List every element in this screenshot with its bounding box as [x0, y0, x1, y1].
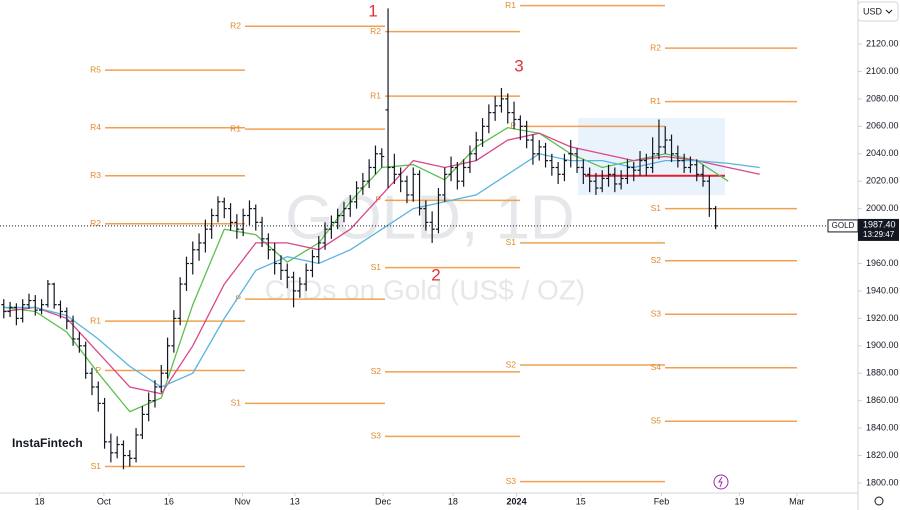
pivot-label: R2	[650, 42, 661, 52]
y-tick-label: 2120.00	[866, 38, 899, 48]
annotation: 2	[431, 265, 440, 284]
annotation: 3	[514, 56, 523, 75]
event-bolt	[718, 476, 723, 488]
pivot-label: R4	[90, 122, 101, 132]
pivot-label: P	[375, 195, 381, 205]
x-tick-label: Nov	[235, 496, 252, 506]
pivot-label: S1	[91, 461, 102, 471]
x-tick-label: Feb	[654, 496, 670, 506]
pivot-label: P	[510, 121, 516, 131]
pivot-label: S3	[371, 431, 382, 441]
currency-button[interactable]	[857, 1, 899, 22]
y-tick-label: 1860.00	[866, 395, 899, 405]
y-tick-label: 2020.00	[866, 176, 899, 186]
plot: R5 R4 R3 R2 R1 P S1 R2 R1 P S1 R2 R1 P S1 S2 S3 R1 P S1 S2 S3…	[0, 0, 858, 486]
pivot-label: S2	[506, 359, 517, 369]
pivot-label: R1	[90, 315, 101, 325]
y-tick-label: 1900.00	[866, 340, 899, 350]
pivot-label: S2	[371, 366, 382, 376]
pivot-label: P	[235, 293, 241, 303]
symbol-label: GOLD	[832, 221, 855, 230]
pivot-label: R2	[230, 20, 241, 30]
x-tick-label: Oct	[97, 496, 112, 506]
pivot-label: S3	[651, 309, 662, 319]
currency-label[interactable]: USD	[863, 6, 883, 16]
x-tick-label: 13	[290, 496, 300, 506]
x-tick-label: 15	[576, 496, 586, 506]
x-tick-label: 19	[735, 496, 745, 506]
x-tick-label: Mar	[789, 496, 805, 506]
y-tick-label: 2060.00	[866, 121, 899, 131]
pivot-label: S3	[506, 476, 517, 486]
pivot-label: R1	[650, 96, 661, 106]
x-tick-label: 18	[35, 496, 45, 506]
y-tick-label: 1940.00	[866, 285, 899, 295]
pivot-label: R5	[90, 64, 101, 74]
countdown-label: 13:29:47	[863, 230, 895, 239]
annotation: 1	[368, 1, 377, 20]
y-tick-label: 2040.00	[866, 148, 899, 158]
pivot-label: R1	[370, 90, 381, 100]
event-icon[interactable]	[713, 474, 729, 490]
pivot-label: R2	[370, 26, 381, 36]
y-tick-label: 1840.00	[866, 422, 899, 432]
pivot-label: R3	[90, 170, 101, 180]
pivot-label: P	[95, 365, 101, 375]
pivot-label: S1	[231, 398, 242, 408]
x-tick-label: Dec	[375, 496, 392, 506]
x-tick-label: 16	[164, 496, 174, 506]
pivot-label: S1	[506, 237, 517, 247]
y-tick-label: 1960.00	[866, 258, 899, 268]
pivot-label: R1	[505, 0, 516, 10]
y-tick-label: 2000.00	[866, 203, 899, 213]
watermark-title: GOLD, 1D	[285, 183, 574, 252]
pivot-label: S2	[651, 255, 662, 265]
moving-average	[3, 132, 760, 395]
price-label: 1987.40	[863, 219, 896, 229]
y-tick-label: 1820.00	[866, 450, 899, 460]
pivot-label: S4	[651, 362, 662, 372]
moving-average	[3, 127, 729, 413]
y-tick-label: 2080.00	[866, 93, 899, 103]
pivot-label: S1	[651, 203, 662, 213]
pivot-label: S5	[651, 416, 662, 426]
x-tick-label: 18	[448, 496, 458, 506]
y-tick-label: 1880.00	[866, 368, 899, 378]
y-tick-label: 2100.00	[866, 66, 899, 76]
x-tick-label: 2024	[507, 496, 527, 506]
chevron	[885, 9, 893, 14]
pivot-label: R1	[230, 123, 241, 133]
pivot-label: S1	[371, 262, 382, 272]
pivot-label: R2	[90, 218, 101, 228]
y-tick-label: 1800.00	[866, 477, 899, 487]
brand-logo: InstaFintech	[12, 436, 83, 450]
settings-icon[interactable]	[874, 496, 884, 506]
price-tag	[858, 218, 899, 241]
watermark-subtitle: CFDs on Gold (US$ / OZ)	[265, 274, 586, 305]
y-tick-label: 1920.00	[866, 313, 899, 323]
